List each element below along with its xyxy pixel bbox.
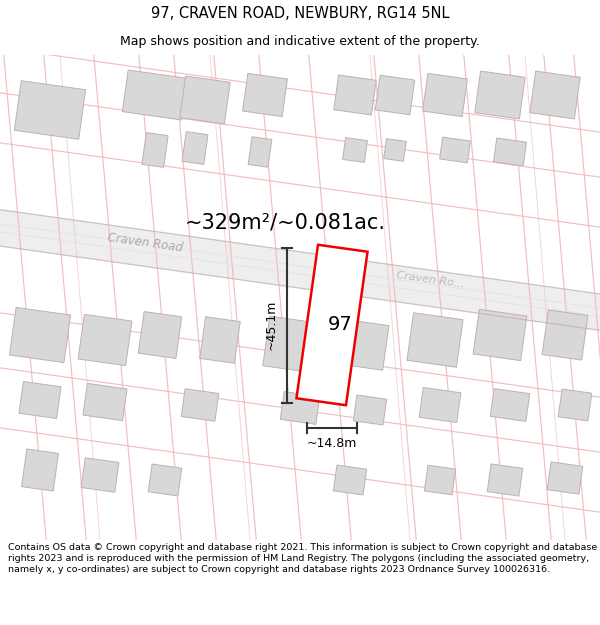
Polygon shape: [475, 71, 525, 119]
Polygon shape: [181, 389, 219, 421]
Polygon shape: [14, 81, 86, 139]
Polygon shape: [142, 132, 168, 168]
Polygon shape: [296, 245, 368, 405]
Text: ~45.1m: ~45.1m: [265, 300, 277, 350]
Polygon shape: [353, 395, 386, 425]
Polygon shape: [341, 320, 389, 370]
Polygon shape: [487, 464, 523, 496]
Polygon shape: [78, 314, 132, 366]
Polygon shape: [19, 381, 61, 419]
Polygon shape: [558, 389, 592, 421]
Polygon shape: [148, 464, 182, 496]
Text: Craven Road: Craven Road: [106, 231, 184, 255]
Polygon shape: [242, 73, 287, 117]
Polygon shape: [542, 310, 588, 360]
Polygon shape: [375, 75, 415, 115]
Polygon shape: [83, 383, 127, 421]
Polygon shape: [547, 462, 583, 494]
Polygon shape: [10, 308, 71, 362]
Polygon shape: [248, 137, 272, 168]
Polygon shape: [473, 309, 527, 361]
Polygon shape: [200, 317, 240, 363]
Polygon shape: [180, 76, 230, 124]
Polygon shape: [440, 137, 470, 163]
Polygon shape: [182, 132, 208, 164]
Polygon shape: [138, 311, 182, 359]
Polygon shape: [81, 458, 119, 492]
Polygon shape: [493, 138, 527, 166]
Polygon shape: [422, 73, 467, 117]
Text: ~14.8m: ~14.8m: [307, 437, 357, 450]
Polygon shape: [334, 75, 376, 115]
Text: 97: 97: [328, 316, 352, 334]
Polygon shape: [384, 139, 406, 161]
Polygon shape: [530, 71, 580, 119]
Text: ~329m²/~0.081ac.: ~329m²/~0.081ac.: [185, 213, 386, 233]
Text: Map shows position and indicative extent of the property.: Map shows position and indicative extent…: [120, 35, 480, 48]
Polygon shape: [407, 312, 463, 368]
Text: 97, CRAVEN ROAD, NEWBURY, RG14 5NL: 97, CRAVEN ROAD, NEWBURY, RG14 5NL: [151, 6, 449, 21]
Text: Contains OS data © Crown copyright and database right 2021. This information is : Contains OS data © Crown copyright and d…: [8, 542, 597, 574]
Polygon shape: [280, 392, 320, 424]
Polygon shape: [22, 449, 58, 491]
Text: Craven Ro...: Craven Ro...: [395, 271, 464, 290]
Polygon shape: [343, 138, 367, 162]
Polygon shape: [334, 465, 367, 495]
Polygon shape: [419, 388, 461, 422]
Polygon shape: [263, 316, 327, 374]
Polygon shape: [490, 389, 530, 421]
Polygon shape: [0, 204, 600, 336]
Polygon shape: [424, 465, 455, 495]
Polygon shape: [122, 70, 188, 120]
